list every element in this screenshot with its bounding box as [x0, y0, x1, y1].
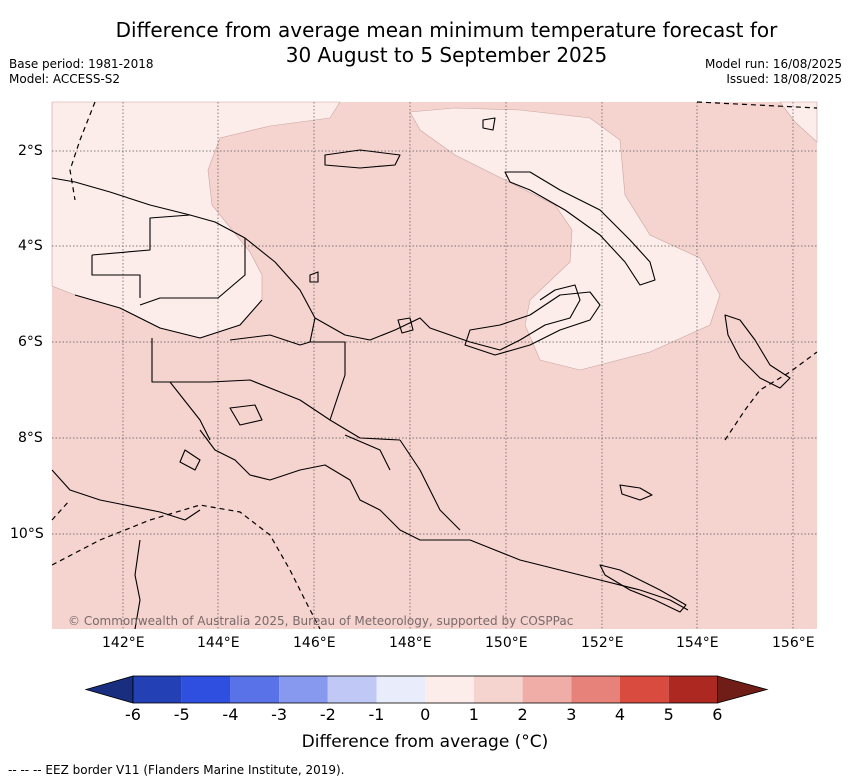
colorbar-bin [620, 676, 669, 703]
lon-label-142e: 142°E [102, 635, 145, 651]
colorbar-bin [181, 676, 231, 703]
lon-label-146e: 146°E [293, 635, 336, 651]
colorbar-frame [132, 675, 718, 704]
colorbar-bin [668, 676, 718, 703]
colorbar-bin [230, 676, 280, 703]
colorbar-bin [376, 676, 426, 703]
graticule [52, 102, 817, 629]
eez-footnote: -- -- -- EEZ border V11 (Flanders Marine… [8, 763, 345, 777]
colorbar [84, 675, 769, 704]
lon-label-156e: 156°E [772, 635, 815, 651]
coastlines [51, 117, 791, 630]
colorbar-tick-label: 3 [566, 705, 577, 724]
colorbar-tick-label: 4 [614, 705, 626, 724]
eez-borders [51, 101, 818, 630]
lon-label-154e: 154°E [676, 635, 719, 651]
colorbar-tick-label: -3 [271, 705, 288, 724]
title-line-2: 30 August to 5 September 2025 [285, 43, 608, 67]
issued-date: Issued: 18/08/2025 [726, 72, 842, 86]
chart-title: Difference from average mean minimum tem… [0, 18, 850, 68]
lat-label-2s: 2°S [18, 143, 43, 159]
colorbar-bin [279, 676, 328, 703]
colorbar-tick-label: -4 [222, 705, 239, 724]
colorbar-bin [425, 676, 474, 703]
model-run: Model run: 16/08/2025 [704, 57, 842, 71]
light-zone-northeast [779, 101, 818, 143]
colorbar-bin [571, 676, 620, 703]
lat-label-8s: 8°S [18, 430, 43, 446]
lon-label-152e: 152°E [581, 635, 624, 651]
meta-left: Base period: 1981-2018 Model: ACCESS-S2 [9, 57, 154, 87]
meta-right: Model run: 16/08/2025 Issued: 18/08/2025 [705, 57, 842, 87]
colorbar-tick-label: 6 [712, 705, 723, 724]
colorbar-tick-label: 0 [420, 705, 431, 724]
lon-label-148e: 148°E [389, 635, 432, 651]
base-period: Base period: 1981-2018 [9, 57, 154, 71]
colorbar-extend-low [84, 675, 134, 704]
colorbar-tick-label: -1 [368, 705, 385, 724]
colorbar-tick-label: -5 [173, 705, 190, 724]
lon-label-144e: 144°E [197, 635, 240, 651]
model-name: Model: ACCESS-S2 [9, 72, 121, 86]
colorbar-label: Difference from average (°C) [301, 732, 549, 752]
light-zone-east [409, 107, 721, 371]
colorbar-bin [327, 676, 377, 703]
colorbar-tick-label: -2 [319, 705, 336, 724]
colorbar-tick-label: 5 [663, 705, 674, 724]
colorbar-bin [473, 676, 523, 703]
colorbar-tick-label: 1 [468, 705, 479, 724]
lat-label-10s: 10°S [10, 526, 44, 542]
colorbar-bin [522, 676, 572, 703]
lon-label-150e: 150°E [485, 635, 528, 651]
colorbar-bin [133, 676, 182, 703]
copyright-text: © Commonwealth of Australia 2025, Bureau… [68, 614, 574, 628]
colorbar-extend-high [717, 675, 769, 704]
title-line-1: Difference from average mean minimum tem… [115, 18, 778, 42]
colorbar-tick-label: -6 [125, 705, 141, 724]
lat-label-6s: 6°S [18, 334, 43, 350]
colorbar-tick-label: 2 [517, 705, 528, 724]
lat-label-4s: 4°S [18, 238, 43, 254]
